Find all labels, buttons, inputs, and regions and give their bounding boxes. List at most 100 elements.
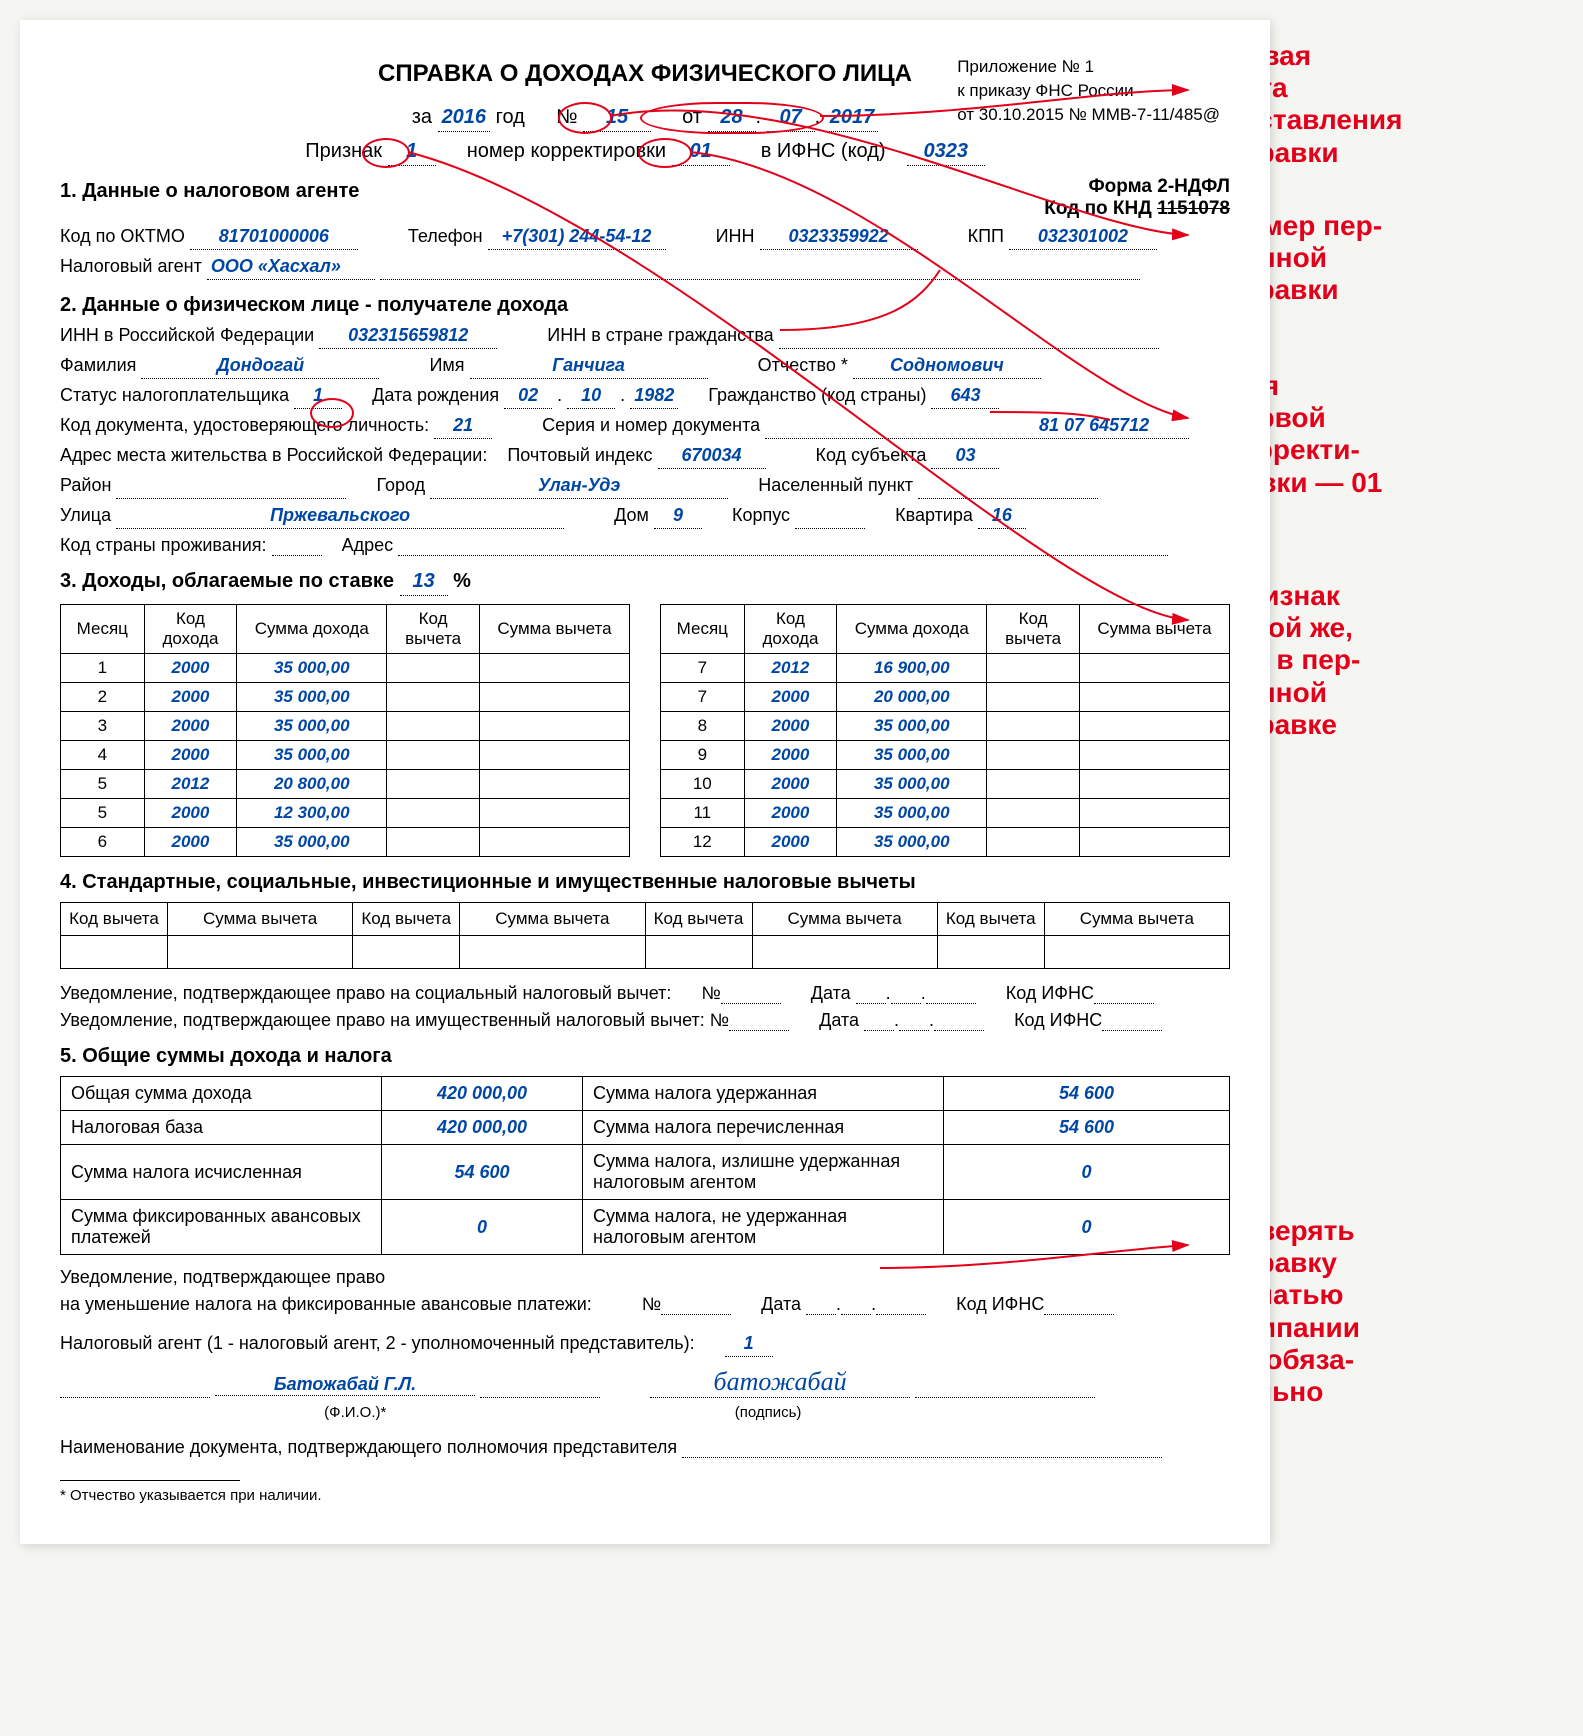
- val-name: Ганчига: [470, 355, 708, 379]
- val-status: 1: [294, 385, 342, 409]
- val-y: 2017: [826, 106, 879, 132]
- val-agent-type: 1: [725, 1333, 773, 1357]
- val-d: 28: [708, 106, 756, 132]
- val-signature: батожабай: [714, 1367, 847, 1396]
- lbl-status: Статус налогоплательщика: [60, 385, 289, 405]
- lbl-country: Код страны проживания:: [60, 535, 267, 555]
- table-row: 6200035 000,00: [61, 828, 630, 857]
- th-dsum: Сумма вычета: [479, 605, 629, 654]
- val-kpp: 032301002: [1009, 226, 1157, 250]
- section3-title: 3. Доходы, облагаемые по ставке 13 %: [60, 570, 1230, 596]
- fio-sub: (Ф.И.О.)*: [324, 1404, 386, 1421]
- table-row: 2200035 000,00: [61, 683, 630, 712]
- val-flat: 16: [978, 505, 1026, 529]
- appendix-l3: от 30.10.2015 № ММВ-7-11/485@: [957, 103, 1220, 127]
- val-zip: 670034: [658, 445, 766, 469]
- appendix-l2: к приказу ФНС России: [957, 79, 1220, 103]
- lbl-no: №: [556, 106, 577, 128]
- table-row: 12200035 000,00: [661, 828, 1230, 857]
- lbl-kpp: КПП: [968, 226, 1004, 246]
- table-row: 3200035 000,00: [61, 712, 630, 741]
- lbl-ifns: в ИФНС (код): [761, 140, 886, 162]
- lbl-fam: Фамилия: [60, 355, 136, 375]
- section2-title: 2. Данные о физическом лице - получателе…: [60, 294, 1230, 317]
- lbl-house: Дом: [614, 505, 649, 525]
- s5-note-a: Уведомление, подтверждающее право: [60, 1267, 385, 1287]
- lbl-np: Населенный пункт: [758, 475, 913, 495]
- lbl-name: Имя: [429, 355, 464, 375]
- val-docser: 81 07 645712: [765, 415, 1189, 439]
- lbl-citiz: Гражданство (код страны): [708, 385, 926, 405]
- lbl-city: Город: [376, 475, 425, 495]
- lbl-street: Улица: [60, 505, 111, 525]
- val-tel: +7(301) 244-54-12: [488, 226, 666, 250]
- lbl-inn1: ИНН: [716, 226, 755, 246]
- val-agent: ООО «Хасхал»: [207, 256, 375, 280]
- val-fam: Дондогай: [141, 355, 379, 379]
- val-patr: Содномович: [853, 355, 1041, 379]
- val-fio: Батожабай Г.Л.: [274, 1374, 416, 1394]
- section5-title: 5. Общие суммы дохода и налога: [60, 1045, 1230, 1068]
- lbl-flat: Квартира: [895, 505, 973, 525]
- lbl-addr: Адрес места жительства в Российской Феде…: [60, 445, 487, 465]
- table-row: 4200035 000,00: [61, 741, 630, 770]
- th-month: Месяц: [61, 605, 145, 654]
- lbl-priznak: Признак: [305, 140, 382, 162]
- table-row: 10200035 000,00: [661, 770, 1230, 799]
- lbl-rayon: Район: [60, 475, 111, 495]
- val-innrf: 032315659812: [319, 325, 497, 349]
- table-row: 5200012 300,00: [61, 799, 630, 828]
- lbl-doc-rep: Наименование документа, подтверждающего …: [60, 1437, 677, 1457]
- table-row: 1200035 000,00: [61, 654, 630, 683]
- val-ifns: 0323: [907, 140, 985, 166]
- lbl-dob: Дата рождения: [372, 385, 499, 405]
- lbl-patr: Отчество *: [758, 355, 848, 375]
- val-inn1: 0323359922: [760, 226, 918, 250]
- income-table-left: Месяц Код дохода Сумма дохода Код вычета…: [60, 604, 630, 857]
- val-m: 07: [767, 106, 815, 132]
- lbl-korpus: Корпус: [732, 505, 790, 525]
- val-dob-d: 02: [504, 385, 552, 409]
- val-house: 9: [654, 505, 702, 529]
- val-oktmo: 81701000006: [190, 226, 358, 250]
- table-row: 11200035 000,00: [661, 799, 1230, 828]
- footnote: * Отчество указывается при наличии.: [60, 1487, 1230, 1504]
- lbl-zip: Почтовый индекс: [507, 445, 652, 465]
- s4-note1: Уведомление, подтверждающее право на соц…: [60, 983, 671, 1003]
- lbl-oktmo: Код по ОКТМО: [60, 226, 185, 246]
- s4-note2: Уведомление, подтверждающее право на иму…: [60, 1010, 705, 1030]
- s5-note-b: на уменьшение налога на фиксированные ав…: [60, 1294, 592, 1314]
- val-priznak: 1: [388, 140, 436, 166]
- table-row: 7200020 000,00: [661, 683, 1230, 712]
- val-dob-y: 1982: [630, 385, 678, 409]
- table-row: 8200035 000,00: [661, 712, 1230, 741]
- lbl-ot: от: [682, 106, 702, 128]
- val-subj: 03: [931, 445, 999, 469]
- lbl-docser: Серия и номер документа: [542, 415, 760, 435]
- lbl-agent-type: Налоговый агент (1 - налоговый агент, 2 …: [60, 1333, 695, 1353]
- form-name: Форма 2-НДФЛ: [1044, 176, 1230, 198]
- lbl-innrf: ИНН в Российской Федерации: [60, 325, 314, 345]
- th-dcode: Код вычета: [387, 605, 480, 654]
- val-corr: 01: [672, 140, 730, 166]
- table-row: 9200035 000,00: [661, 741, 1230, 770]
- form-page: Приложение № 1 к приказу ФНС России от 3…: [20, 20, 1270, 1544]
- val-num: 15: [583, 106, 651, 132]
- knd-val: 1151078: [1157, 198, 1230, 219]
- lbl-subj: Код субъекта: [816, 445, 927, 465]
- lbl-doccode: Код документа, удостоверяющего личность:: [60, 415, 429, 435]
- totals-table: Общая сумма дохода 420 000,00 Сумма нало…: [60, 1076, 1230, 1255]
- table-row: 7201216 900,00: [661, 654, 1230, 683]
- table-row: 5201220 800,00: [61, 770, 630, 799]
- th-code: Код дохода: [144, 605, 237, 654]
- sig-sub: (подпись): [735, 1404, 802, 1421]
- lbl-za: за: [412, 106, 432, 128]
- lbl-inngr: ИНН в стране гражданства: [547, 325, 773, 345]
- header-line-2: Признак 1 номер корректировки 01 в ИФНС …: [60, 140, 1230, 166]
- val-citiz: 643: [931, 385, 999, 409]
- val-city: Улан-Удэ: [430, 475, 728, 499]
- val-dob-m: 10: [567, 385, 615, 409]
- section4-title: 4. Стандартные, социальные, инвестиционн…: [60, 871, 1230, 894]
- lbl-tel: Телефон: [408, 226, 483, 246]
- lbl-addr2: Адрес: [342, 535, 394, 555]
